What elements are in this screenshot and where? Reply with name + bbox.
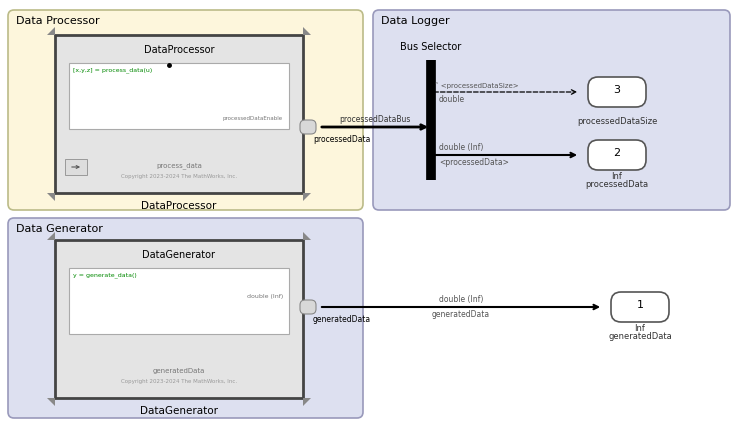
Text: processedDataSize: processedDataSize [577, 117, 657, 126]
Text: Inf: Inf [635, 324, 646, 333]
FancyBboxPatch shape [588, 140, 646, 170]
Text: processedData: processedData [313, 135, 371, 144]
Text: <processedData>: <processedData> [439, 158, 509, 167]
Text: 3: 3 [613, 85, 621, 95]
Text: 2: 2 [613, 148, 621, 158]
Text: Copyright 2023-2024 The MathWorks, Inc.: Copyright 2023-2024 The MathWorks, Inc. [121, 379, 237, 384]
Text: 1: 1 [637, 300, 643, 310]
Text: generatedData: generatedData [432, 310, 490, 319]
Polygon shape [47, 232, 55, 240]
FancyBboxPatch shape [611, 292, 669, 322]
Polygon shape [47, 398, 55, 406]
Polygon shape [47, 193, 55, 201]
Bar [55, 240, 303, 398]
Text: DataProcessor: DataProcessor [144, 45, 214, 55]
Text: double: double [439, 95, 465, 104]
Text: generatedData: generatedData [313, 315, 371, 324]
Text: Bus Selector: Bus Selector [400, 42, 461, 52]
Text: DataGenerator: DataGenerator [142, 250, 215, 260]
Text: process_data: process_data [156, 162, 202, 169]
Bar [69, 63, 289, 130]
Text: DataGenerator: DataGenerator [140, 406, 218, 416]
Text: Data Processor: Data Processor [16, 16, 99, 26]
FancyBboxPatch shape [8, 218, 363, 418]
Bar [69, 268, 289, 334]
FancyBboxPatch shape [373, 10, 730, 210]
Text: Data Generator: Data Generator [16, 224, 103, 234]
FancyBboxPatch shape [8, 10, 363, 210]
FancyBboxPatch shape [300, 120, 316, 134]
Text: Data Logger: Data Logger [381, 16, 450, 26]
Text: generatedData: generatedData [153, 368, 205, 374]
Text: Inf: Inf [612, 172, 623, 181]
Text: double (Inf): double (Inf) [439, 295, 483, 304]
Text: [x,y,z] = process_data(u): [x,y,z] = process_data(u) [73, 67, 153, 73]
Polygon shape [303, 398, 311, 406]
Text: processedDataBus: processedDataBus [339, 115, 411, 124]
Text: double (Inf): double (Inf) [439, 143, 483, 152]
Bar [55, 35, 303, 193]
Polygon shape [303, 193, 311, 201]
Text: processedData: processedData [585, 180, 649, 189]
Text: ˜ <processedDataSize>: ˜ <processedDataSize> [435, 82, 519, 89]
Text: Copyright 2023-2024 The MathWorks, Inc.: Copyright 2023-2024 The MathWorks, Inc. [121, 174, 237, 179]
Text: y = generate_data(): y = generate_data() [73, 272, 137, 278]
Text: DataProcessor: DataProcessor [142, 201, 217, 211]
Polygon shape [303, 27, 311, 35]
Bar [65, 159, 87, 175]
Text: double (Inf): double (Inf) [247, 294, 283, 299]
Polygon shape [47, 27, 55, 35]
FancyBboxPatch shape [588, 77, 646, 107]
FancyBboxPatch shape [300, 300, 316, 314]
Polygon shape [303, 232, 311, 240]
Text: generatedData: generatedData [608, 332, 672, 341]
Text: processedDataEnable: processedDataEnable [223, 116, 283, 121]
